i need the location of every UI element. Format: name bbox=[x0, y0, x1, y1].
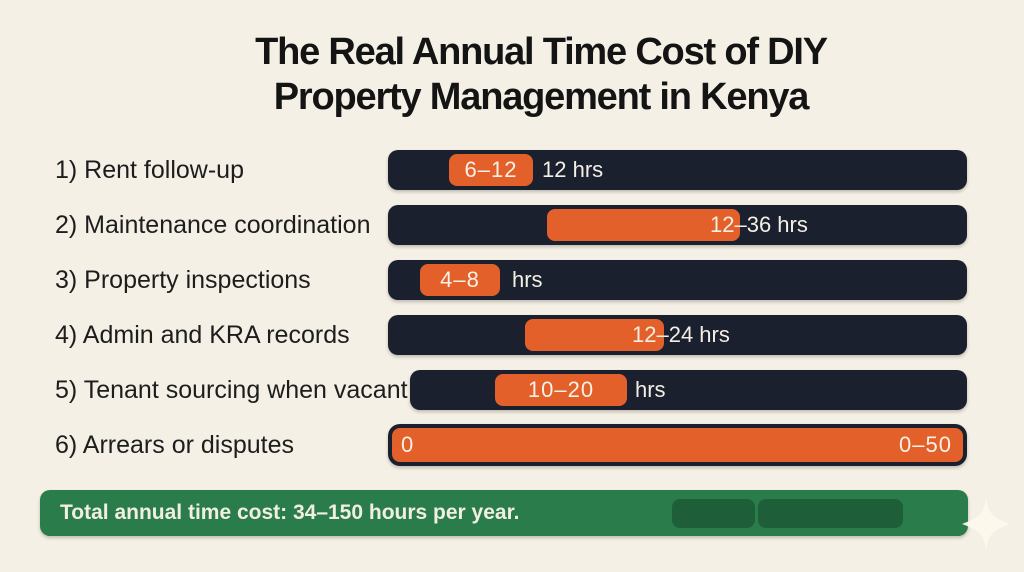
sparkle-icon bbox=[962, 498, 1010, 550]
row-label-property-inspections: 3) Property inspections bbox=[55, 266, 311, 294]
bar-rent-follow-up: 6–12 12 hrs bbox=[388, 150, 967, 190]
bar-range-fill: 0 0–50 bbox=[392, 428, 963, 462]
bar-range-segment bbox=[547, 209, 740, 241]
bar-range-segment bbox=[525, 319, 664, 351]
banner-decorative-rect bbox=[672, 499, 755, 528]
row-label-arrears-disputes: 6) Arrears or disputes bbox=[55, 431, 294, 459]
page-title: The Real Annual Time Cost of DIY Propert… bbox=[0, 30, 1024, 120]
bar-admin-kra-records: 12–24 hrs bbox=[388, 315, 967, 355]
bar-max-value: 0–50 bbox=[899, 432, 952, 457]
bar-range-pill: 10–20 bbox=[495, 374, 627, 406]
total-banner: Total annual time cost: 34–150 hours per… bbox=[40, 490, 968, 536]
bar-tenant-sourcing: 10–20 hrs bbox=[410, 370, 967, 410]
row-label-rent-follow-up: 1) Rent follow-up bbox=[55, 156, 244, 184]
bar-value-text: hrs bbox=[512, 267, 543, 292]
title-line-1: The Real Annual Time Cost of DIY bbox=[255, 31, 828, 73]
bar-arrears-disputes: 0 0–50 bbox=[388, 424, 967, 466]
row-label-admin-kra-records: 4) Admin and KRA records bbox=[55, 321, 350, 349]
bar-value-text: 12–36 hrs bbox=[710, 212, 808, 237]
bar-value-text: 12 hrs bbox=[542, 157, 604, 182]
title-line-2: Property Management in Kenya bbox=[273, 76, 810, 118]
bar-maintenance-coordination: 12–36 hrs bbox=[388, 205, 967, 245]
row-label-tenant-sourcing: 5) Tenant sourcing when vacant bbox=[55, 376, 408, 404]
bar-min-value: 0 bbox=[401, 432, 414, 457]
bar-value-text: hrs bbox=[635, 377, 666, 402]
bar-range-pill: 6–12 bbox=[449, 154, 533, 186]
bar-value-text: 12–24 hrs bbox=[632, 322, 730, 347]
bar-property-inspections: 4–8 hrs bbox=[388, 260, 967, 300]
bar-range-pill: 4–8 bbox=[420, 264, 500, 296]
banner-decorative-rect bbox=[758, 499, 903, 528]
row-label-maintenance-coordination: 2) Maintenance coordination bbox=[55, 211, 371, 239]
total-banner-text: Total annual time cost: 34–150 hours per… bbox=[60, 501, 520, 524]
